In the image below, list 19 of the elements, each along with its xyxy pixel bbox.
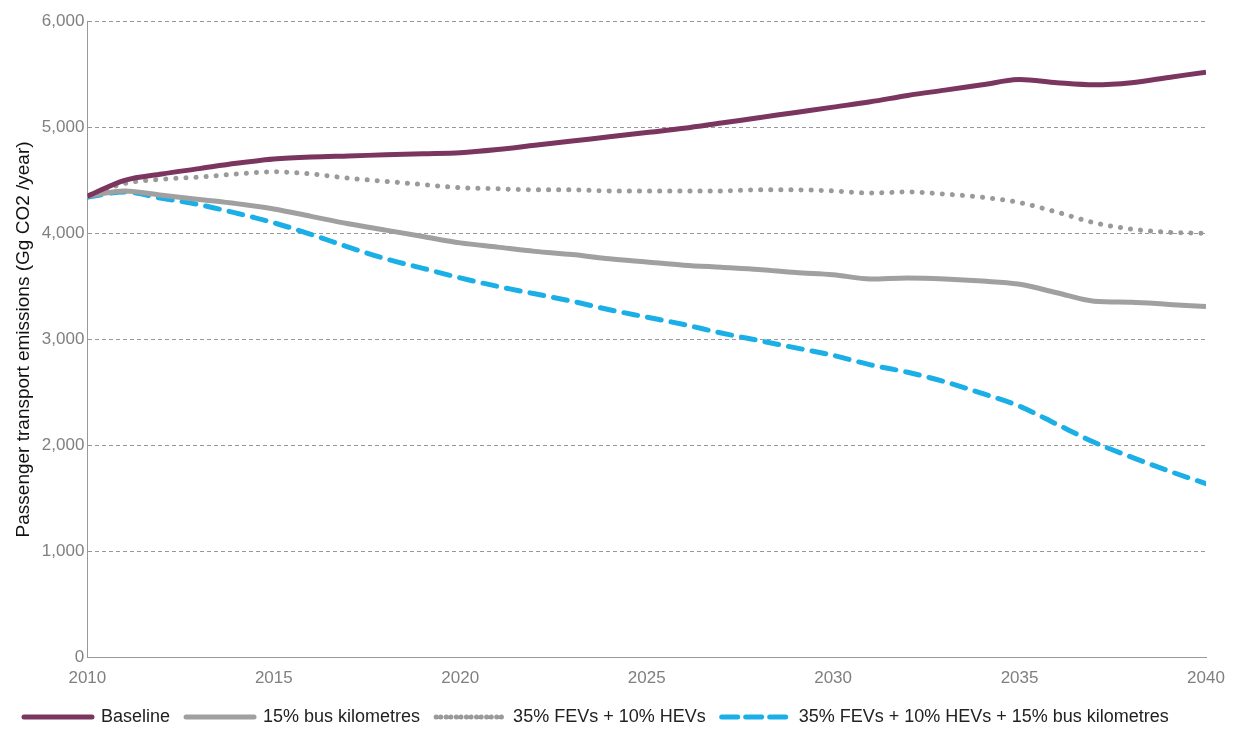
x-tick-label: 2020 <box>441 668 480 688</box>
x-tick-label: 2010 <box>68 668 107 688</box>
y-tick-label: 3,000 <box>41 329 85 349</box>
x-tick-label: 2030 <box>814 668 853 688</box>
x-tick-label: 2040 <box>1187 668 1225 688</box>
legend-label: 35% FEVs + 10% HEVs + 15% bus kilometres <box>798 705 1169 726</box>
x-tick-label: 2025 <box>627 668 666 688</box>
y-tick-label: 5,000 <box>41 116 85 136</box>
legend-label: 15% bus kilometres <box>263 705 421 726</box>
y-tick-label: 2,000 <box>41 435 85 455</box>
legend-label: Baseline <box>101 705 171 726</box>
legend-label: 35% FEVs + 10% HEVs <box>513 705 706 726</box>
y-tick-label: 4,000 <box>41 223 85 243</box>
x-tick-label: 2035 <box>1000 668 1039 688</box>
y-tick-label: 0 <box>74 647 85 667</box>
y-tick-label: 1,000 <box>41 541 85 561</box>
x-tick-label: 2015 <box>254 668 293 688</box>
y-tick-label: 6,000 <box>41 10 85 30</box>
y-axis-title: Passenger transport emissions (Gg CO2 /year) <box>11 141 33 538</box>
